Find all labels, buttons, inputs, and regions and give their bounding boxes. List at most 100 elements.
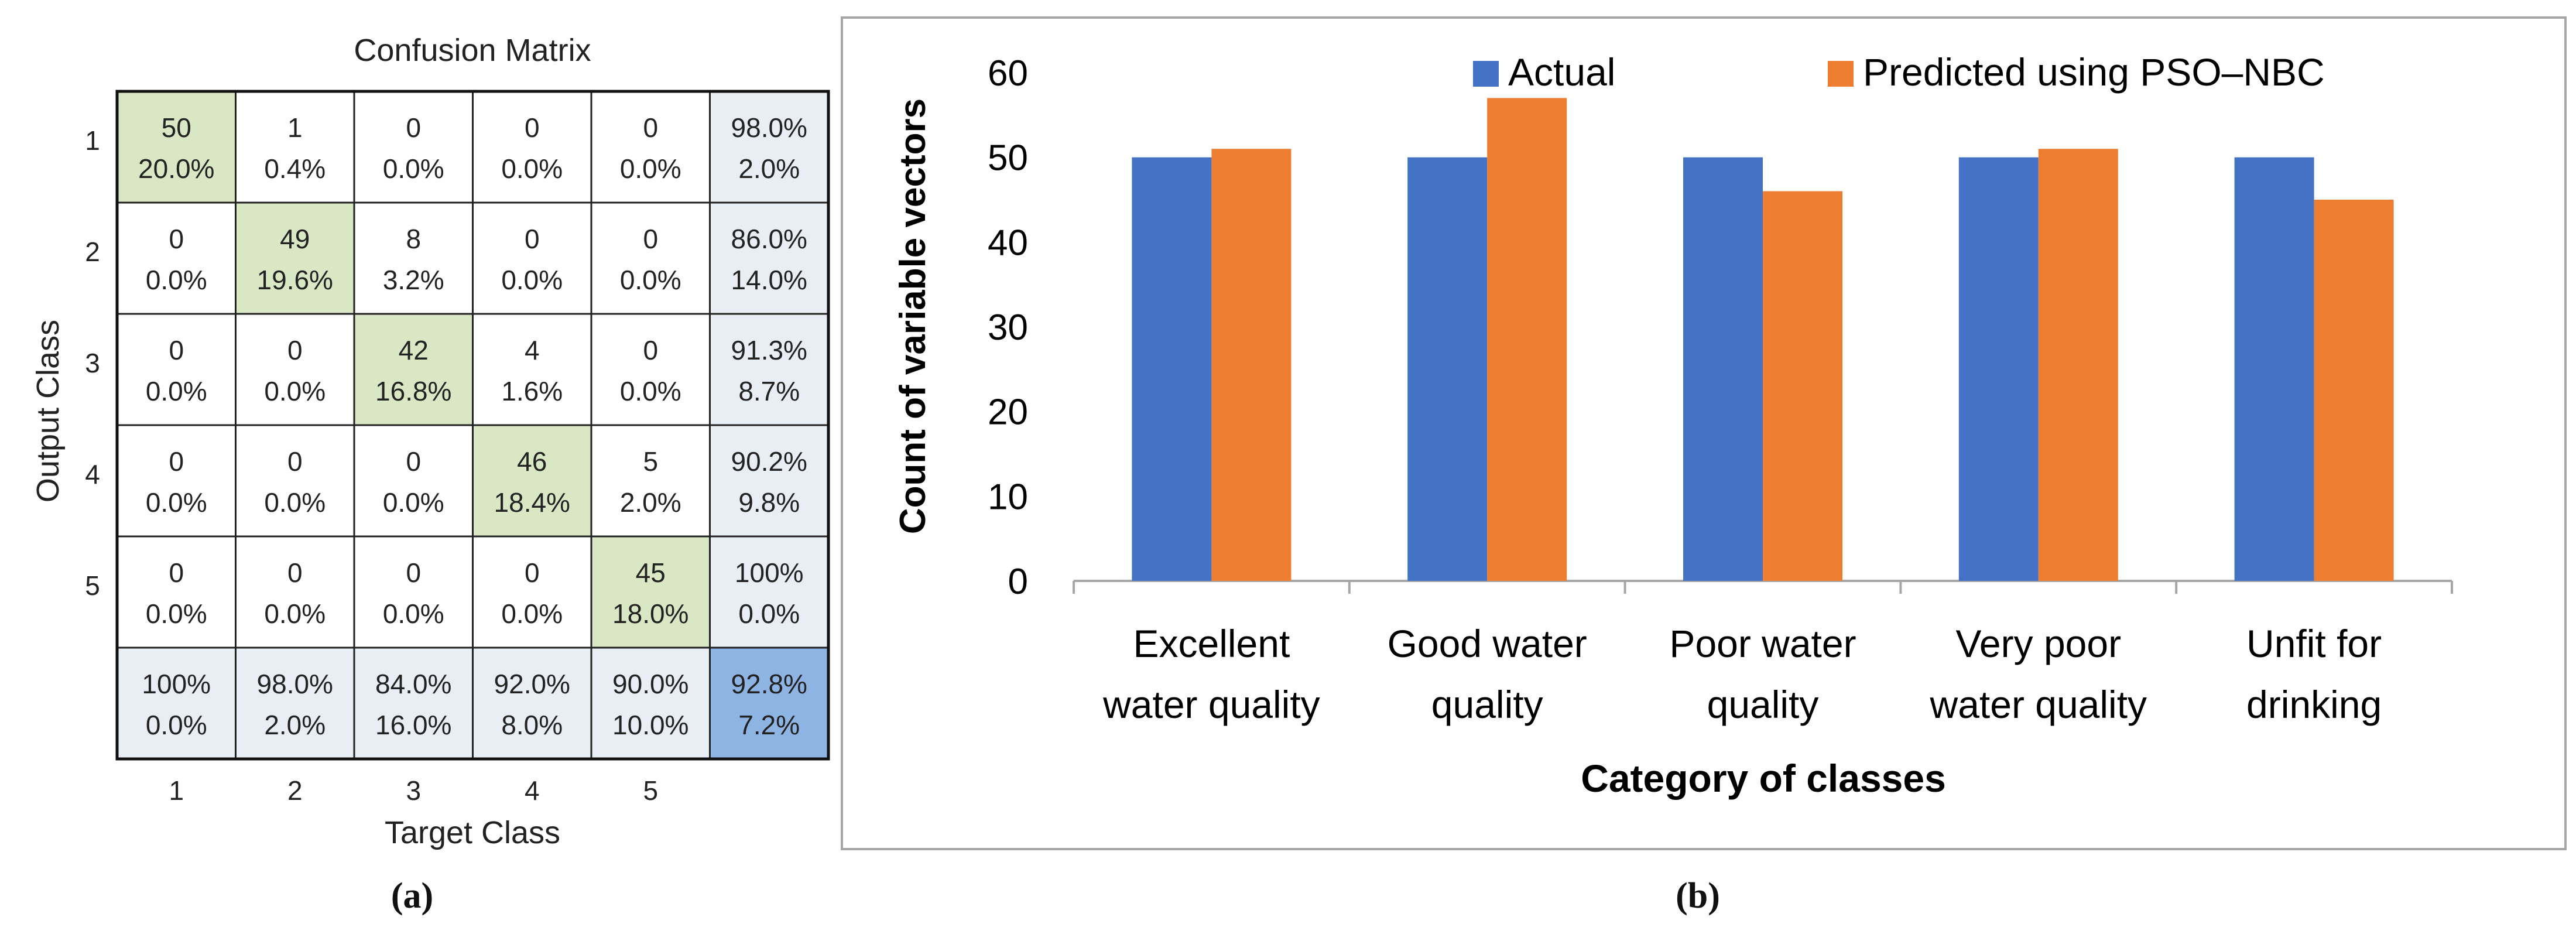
cm-cell-top: 0 <box>169 557 184 588</box>
cm-col-label: 4 <box>525 775 540 806</box>
cm-cell-top: 0 <box>169 335 184 365</box>
cm-row-summary-bottom: 8.7% <box>738 376 800 406</box>
cm-cell-top: 0 <box>169 446 184 477</box>
cm-cell-bottom: 0.0% <box>620 265 681 295</box>
cm-col-label: 3 <box>406 775 421 806</box>
bar-actual <box>2234 157 2314 581</box>
cm-cell-bottom: 0.0% <box>383 153 444 184</box>
cm-cell-bottom: 1.6% <box>501 376 563 406</box>
cm-col-summary-bottom: 2.0% <box>264 710 326 740</box>
x-category-label: quality <box>1431 683 1543 726</box>
cm-cell-bottom: 0.0% <box>264 376 326 406</box>
cm-cell-bg <box>353 424 474 538</box>
cm-overall-accuracy-bg <box>709 646 830 760</box>
cm-title: Confusion Matrix <box>354 33 591 68</box>
cm-cell-bottom: 0.0% <box>620 376 681 406</box>
cm-row-summary-bottom: 0.0% <box>738 598 800 629</box>
cm-row-summary-top: 100% <box>735 557 804 588</box>
cm-cell-top: 1 <box>287 112 303 143</box>
bars <box>1132 98 2394 581</box>
cm-col-summary-top: 90.0% <box>612 669 688 699</box>
cm-col-summary-bg <box>116 646 237 760</box>
cm-cell-diagonal-top: 49 <box>280 224 310 254</box>
bar-predicted <box>1763 191 1842 581</box>
cm-cell-diagonal-bottom: 20.0% <box>138 153 214 184</box>
cm-cell-bottom: 0.0% <box>501 265 563 295</box>
bar-xlabel: Category of classes <box>1581 757 1946 800</box>
cm-cell-bottom: 2.0% <box>620 487 681 518</box>
cm-cell-bottom: 3.2% <box>383 265 444 295</box>
cm-frame <box>115 90 830 761</box>
bar-caption: (b) <box>1676 876 1720 916</box>
bar-actual <box>1683 157 1763 581</box>
cm-cell-bg <box>116 313 237 426</box>
cm-row-summary-bg <box>709 424 830 538</box>
cm-cell-bg <box>116 424 237 538</box>
cm-row-summary-bg <box>709 90 830 204</box>
cm-row-summary-bg <box>709 313 830 426</box>
cm-cell-bottom: 0.0% <box>620 153 681 184</box>
cm-cell-diagonal-bottom: 18.0% <box>612 598 688 629</box>
y-tick-label: 60 <box>988 53 1028 94</box>
y-tick-label: 30 <box>988 307 1028 348</box>
cm-row-label: 5 <box>85 570 100 601</box>
cm-cell-diagonal-bottom: 18.4% <box>494 487 570 518</box>
bar-ylabel: Count of variable vectors <box>893 98 933 534</box>
cm-col-summary-bottom: 8.0% <box>501 710 563 740</box>
cm-cell-diagonal-top: 50 <box>162 112 191 143</box>
cm-cell-diagonal-bg <box>235 201 355 315</box>
cm-cell-top: 0 <box>643 224 658 254</box>
x-category-label: quality <box>1707 683 1819 726</box>
cm-col-summary-bg <box>235 646 355 760</box>
cm-cell-top: 0 <box>643 335 658 365</box>
y-tick-label: 10 <box>988 477 1028 517</box>
cm-row-summary-top: 91.3% <box>731 335 807 365</box>
cm-cell-bottom: 0.0% <box>264 598 326 629</box>
cm-ylabel: Output Class <box>30 320 66 502</box>
cm-cell-bottom: 0.0% <box>501 153 563 184</box>
cm-overall-accuracy-top: 92.8% <box>731 669 807 699</box>
cm-row-label: 2 <box>85 237 100 267</box>
x-category-label: Very poor <box>1956 622 2122 665</box>
cm-cell-bg <box>116 201 237 315</box>
cm-cells: 5020.0%10.4%00.0%00.0%00.0%98.0%2.0%00.0… <box>85 90 830 806</box>
y-tick-label: 40 <box>988 223 1028 263</box>
cm-cell-diagonal-top: 45 <box>636 557 666 588</box>
cm-row-summary-bottom: 2.0% <box>738 153 800 184</box>
cm-cell-top: 0 <box>406 112 421 143</box>
cm-row-label: 4 <box>85 459 100 490</box>
cm-cell-bg <box>472 201 592 315</box>
cm-cell-bg <box>590 424 711 538</box>
legend-label-predicted: Predicted using PSO–NBC <box>1863 50 2325 94</box>
cm-cell-bg <box>590 201 711 315</box>
bar-predicted <box>2038 149 2118 581</box>
cm-cell-top: 0 <box>525 112 540 143</box>
legend: Actual Predicted using PSO–NBC <box>1473 50 2325 94</box>
cm-row-label: 3 <box>85 348 100 378</box>
y-tick-label: 0 <box>1008 562 1028 602</box>
cm-cell-bg <box>353 90 474 204</box>
x-category-label: Poor water <box>1669 622 1856 665</box>
cm-cell-bg <box>235 424 355 538</box>
cm-cell-bg <box>472 535 592 649</box>
cm-cell-bg <box>472 90 592 204</box>
cm-cell-top: 0 <box>525 224 540 254</box>
legend-swatch-predicted <box>1828 61 1854 87</box>
cm-cell-top: 5 <box>643 446 658 477</box>
cm-cell-top: 0 <box>287 557 303 588</box>
cm-cell-diagonal-top: 46 <box>517 446 547 477</box>
cm-xlabel: Target Class <box>385 815 560 850</box>
bar-actual <box>1132 157 1212 581</box>
cm-cell-bottom: 0.0% <box>383 487 444 518</box>
cm-row-summary-top: 98.0% <box>731 112 807 143</box>
cm-cell-bg <box>353 535 474 649</box>
cm-cell-bottom: 0.4% <box>264 153 326 184</box>
cm-cell-top: 0 <box>287 335 303 365</box>
cm-row-summary-bottom: 9.8% <box>738 487 800 518</box>
cm-row-summary-bg <box>709 535 830 649</box>
cm-cell-top: 0 <box>169 224 184 254</box>
cm-cell-bottom: 0.0% <box>146 265 207 295</box>
cm-cell-top: 0 <box>643 112 658 143</box>
cm-col-label: 2 <box>287 775 303 806</box>
cm-cell-diagonal-bg <box>116 90 237 204</box>
